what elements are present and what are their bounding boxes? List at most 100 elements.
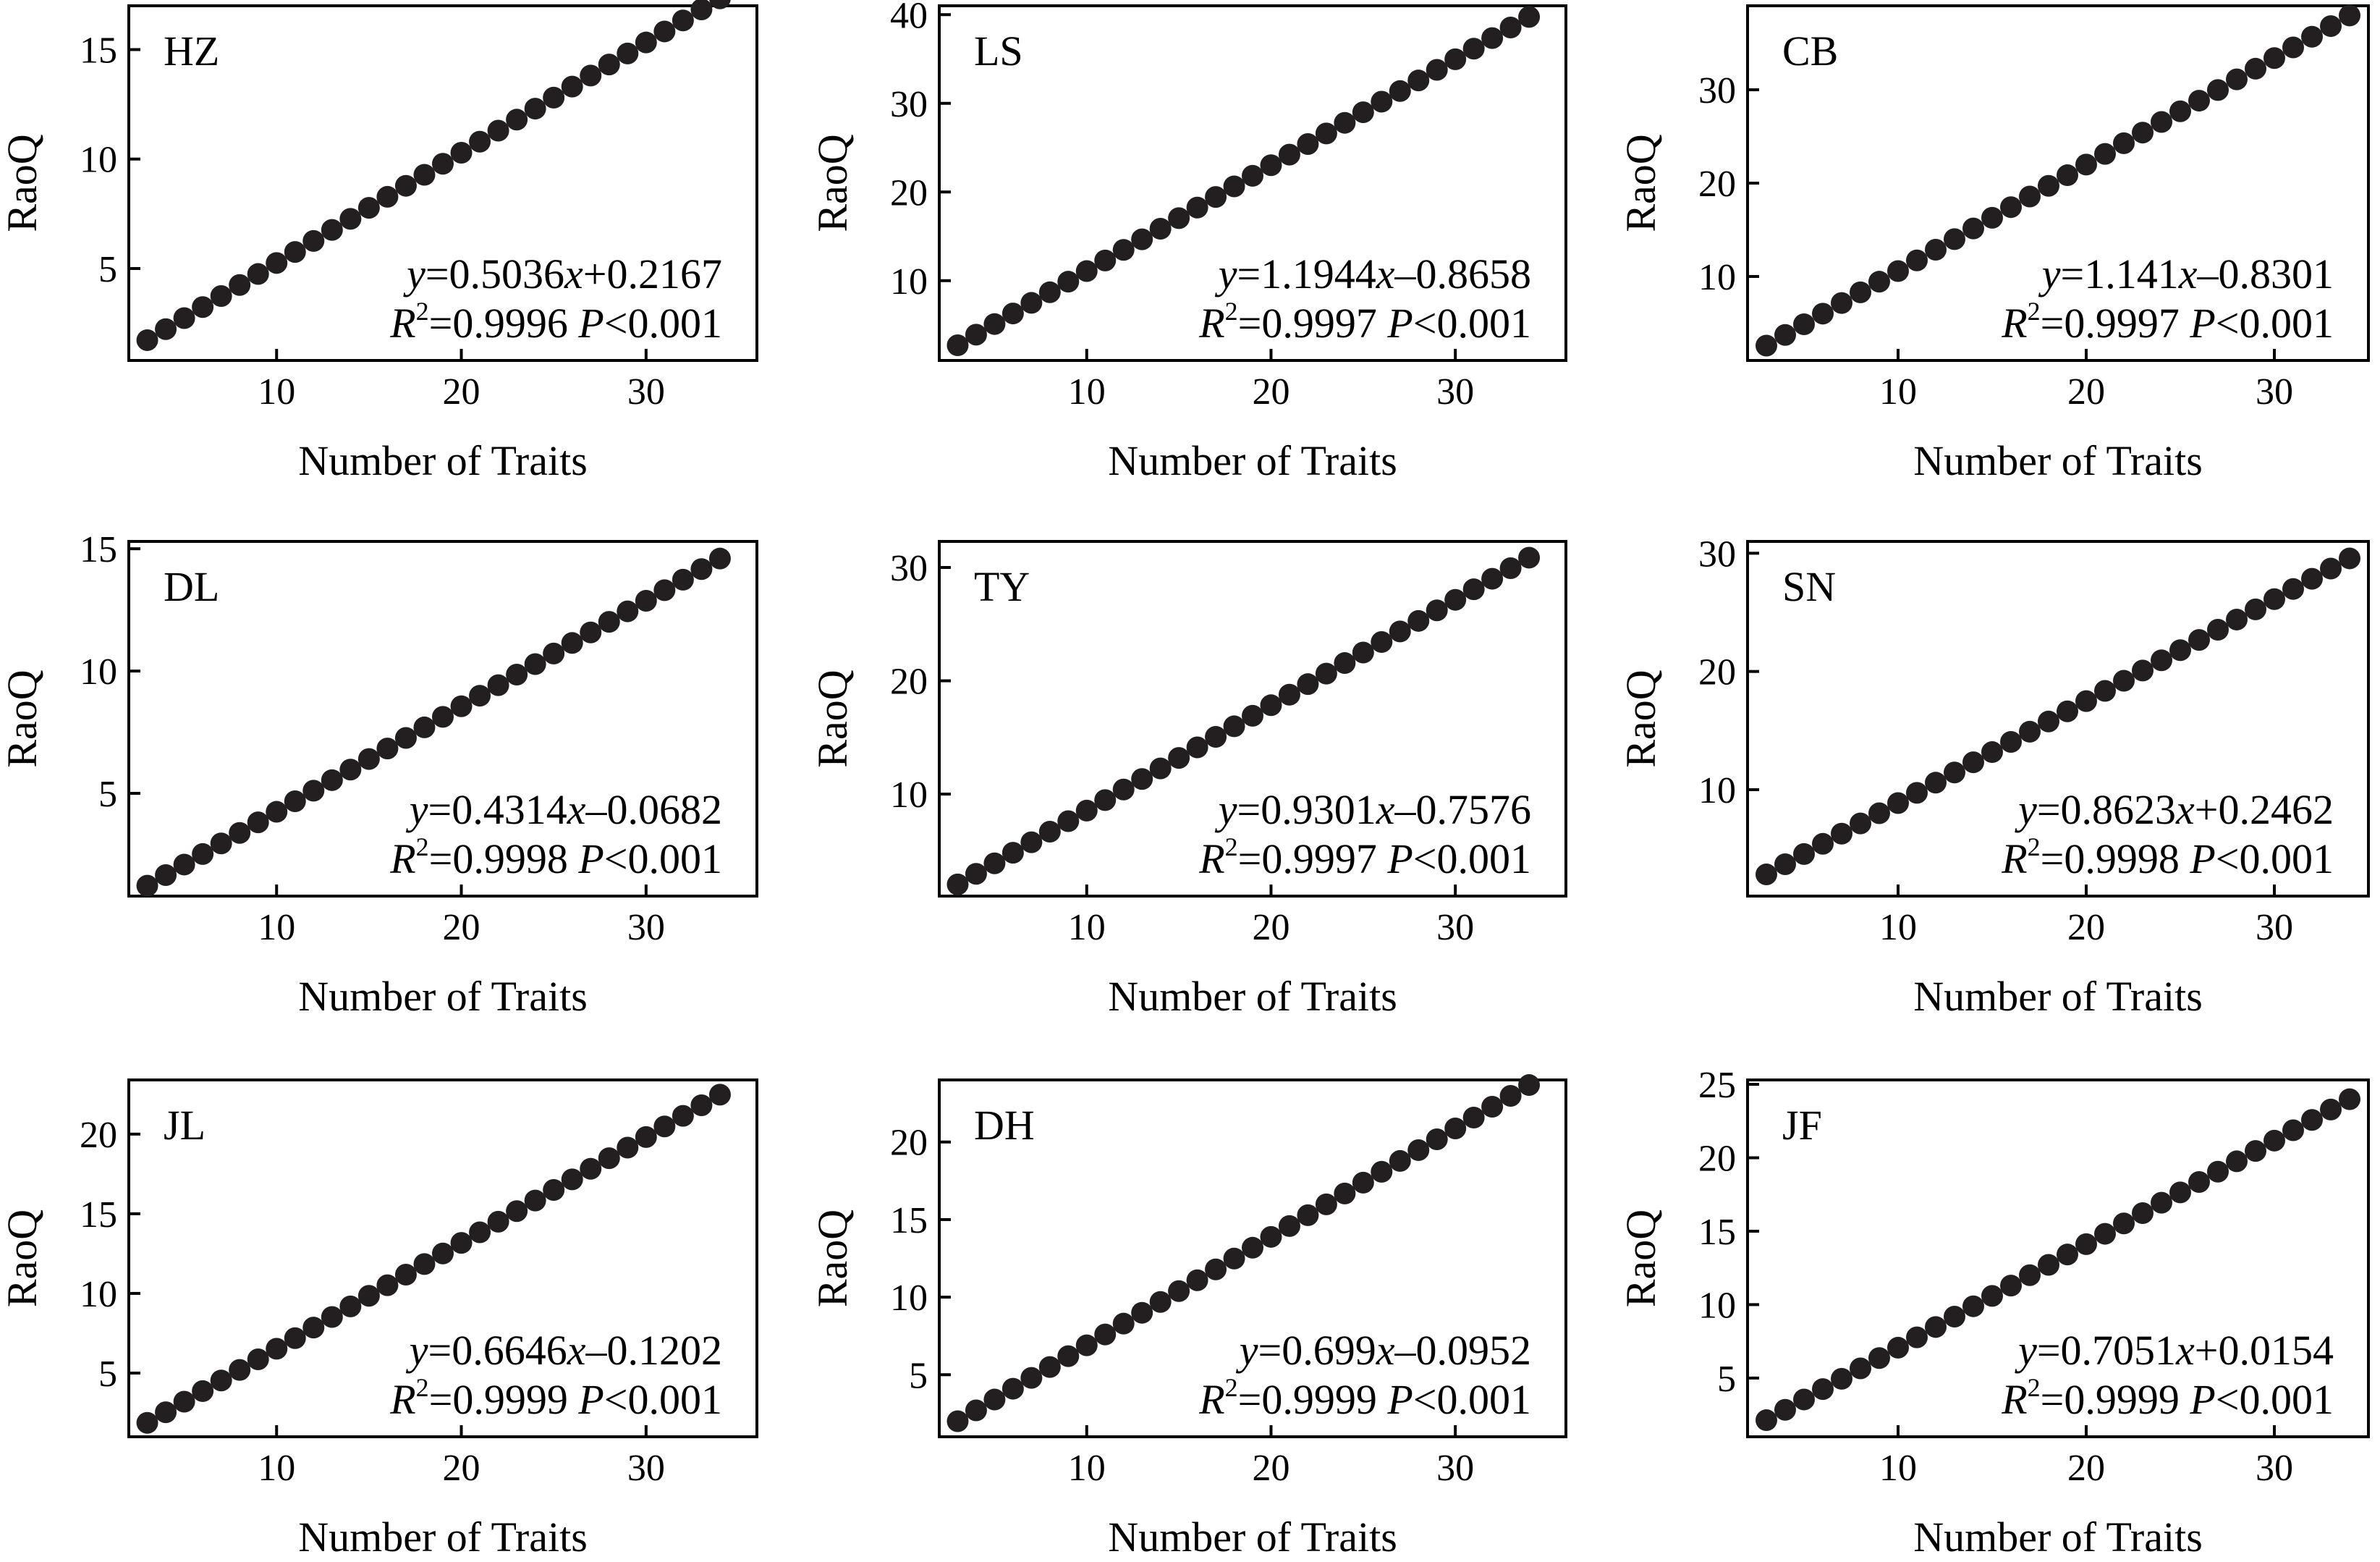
site-label: JL	[164, 1102, 206, 1149]
data-point	[469, 1221, 491, 1244]
data-point	[1444, 1117, 1467, 1139]
data-point	[284, 241, 306, 263]
y-tick-label: 20	[1698, 652, 1736, 693]
data-point	[1260, 154, 1282, 177]
data-point	[1001, 842, 1024, 864]
data-point	[1112, 1312, 1135, 1335]
data-point	[1242, 164, 1263, 187]
x-tick-label: 10	[258, 1448, 295, 1489]
eq-intercept: –0.8658	[1394, 250, 1532, 297]
data-point	[1020, 1367, 1043, 1389]
data-point	[1962, 751, 1984, 774]
data-point	[690, 0, 713, 20]
data-point	[1793, 1388, 1815, 1411]
r-symbol: R	[1198, 835, 1224, 882]
data-point	[1020, 831, 1043, 853]
data-point	[2282, 578, 2304, 600]
fit-statistics: R2=0.9996 P<0.001	[389, 297, 722, 347]
y-tick-label: 15	[890, 1200, 928, 1241]
x-axis-label: Number of Traits	[298, 973, 588, 1020]
y-tick-label: 5	[98, 774, 117, 815]
regression-equation: y=1.141x–0.8301	[2038, 250, 2334, 297]
data-point	[1389, 1149, 1411, 1172]
data-point	[2301, 25, 2323, 48]
data-point	[2207, 619, 2229, 641]
data-point	[1352, 101, 1374, 124]
data-point	[1001, 1377, 1024, 1400]
data-point	[1223, 175, 1245, 198]
data-point	[965, 324, 987, 346]
data-point	[1444, 48, 1467, 70]
data-point	[1075, 1334, 1098, 1356]
data-point	[580, 621, 602, 643]
data-point	[2263, 1129, 2285, 1152]
x-tick-label: 20	[443, 371, 480, 413]
data-point	[1334, 1182, 1356, 1204]
data-point	[635, 31, 657, 54]
y-axis-label: RaoQ	[1617, 1210, 1664, 1307]
eq-x-symbol: x	[567, 1327, 586, 1374]
data-point	[1462, 38, 1485, 60]
x-tick-label: 30	[627, 1448, 665, 1489]
data-point	[1278, 683, 1300, 706]
data-point	[155, 318, 177, 340]
data-point	[1756, 1409, 1777, 1432]
eq-intercept: –0.7576	[1394, 786, 1532, 833]
data-point	[1981, 1285, 2003, 1307]
p-symbol: P	[577, 300, 604, 347]
data-point	[1315, 1193, 1337, 1215]
data-point	[2339, 1088, 2360, 1110]
data-point	[1868, 1347, 1890, 1369]
x-tick-label: 10	[1879, 371, 1917, 413]
data-point	[561, 1168, 583, 1191]
data-point	[450, 141, 473, 164]
r-squared-value: =0.9996	[429, 300, 579, 347]
y-tick-label: 5	[98, 249, 117, 290]
x-tick-label: 20	[2067, 1448, 2105, 1489]
plot-frame	[938, 1078, 1567, 1438]
x-tick-label: 30	[1436, 1448, 1474, 1489]
x-axis-label: Number of Traits	[1108, 437, 1397, 484]
eq-y-symbol: y	[1236, 1327, 1258, 1374]
data-point	[2132, 1202, 2154, 1224]
data-point	[2339, 4, 2360, 27]
data-point	[357, 748, 380, 770]
data-point	[1057, 810, 1080, 832]
y-axis-label: RaoQ	[1617, 670, 1664, 767]
eq-y-symbol: y	[406, 1327, 428, 1374]
data-point	[1925, 772, 1947, 794]
y-axis-label: RaoQ	[1617, 134, 1664, 232]
data-point	[709, 0, 731, 9]
x-tick-label: 30	[1436, 907, 1474, 948]
data-point	[394, 727, 417, 749]
data-point	[321, 219, 343, 241]
data-point	[1038, 281, 1061, 303]
data-point	[376, 185, 399, 208]
plot-frame	[938, 4, 1567, 362]
r-symbol: R	[2001, 300, 2027, 347]
data-point	[947, 334, 969, 356]
data-point	[708, 1084, 731, 1106]
y-axis-label: RaoQ	[0, 1210, 46, 1307]
data-point	[1112, 239, 1135, 261]
data-point	[2038, 710, 2059, 733]
y-tick-label: 10	[890, 261, 928, 303]
data-point	[469, 685, 491, 707]
data-point	[1481, 1096, 1504, 1118]
data-point	[1131, 1301, 1153, 1324]
data-point	[2019, 720, 2041, 743]
data-point	[2263, 588, 2285, 610]
regression-equation: y=1.1944x–0.8658	[1215, 250, 1531, 297]
panel-hz: 10 20 30 5 10 15 Number of Traits RaoQ HZ y=0.503…	[0, 0, 758, 484]
data-point	[2320, 557, 2342, 580]
y-tick-label: 30	[1698, 533, 1736, 575]
eq-y-symbol: y	[2015, 1327, 2037, 1374]
fit-statistics: R2=0.9999 P<0.001	[1198, 1373, 1531, 1423]
x-axis-label: Number of Traits	[1913, 437, 2203, 484]
y-tick-label: 30	[890, 84, 928, 125]
y-tick-label: 10	[80, 1274, 117, 1315]
data-point	[1389, 80, 1411, 102]
eq-intercept: –0.1202	[585, 1327, 723, 1374]
data-point	[450, 695, 473, 717]
p-symbol: P	[1386, 1376, 1413, 1423]
